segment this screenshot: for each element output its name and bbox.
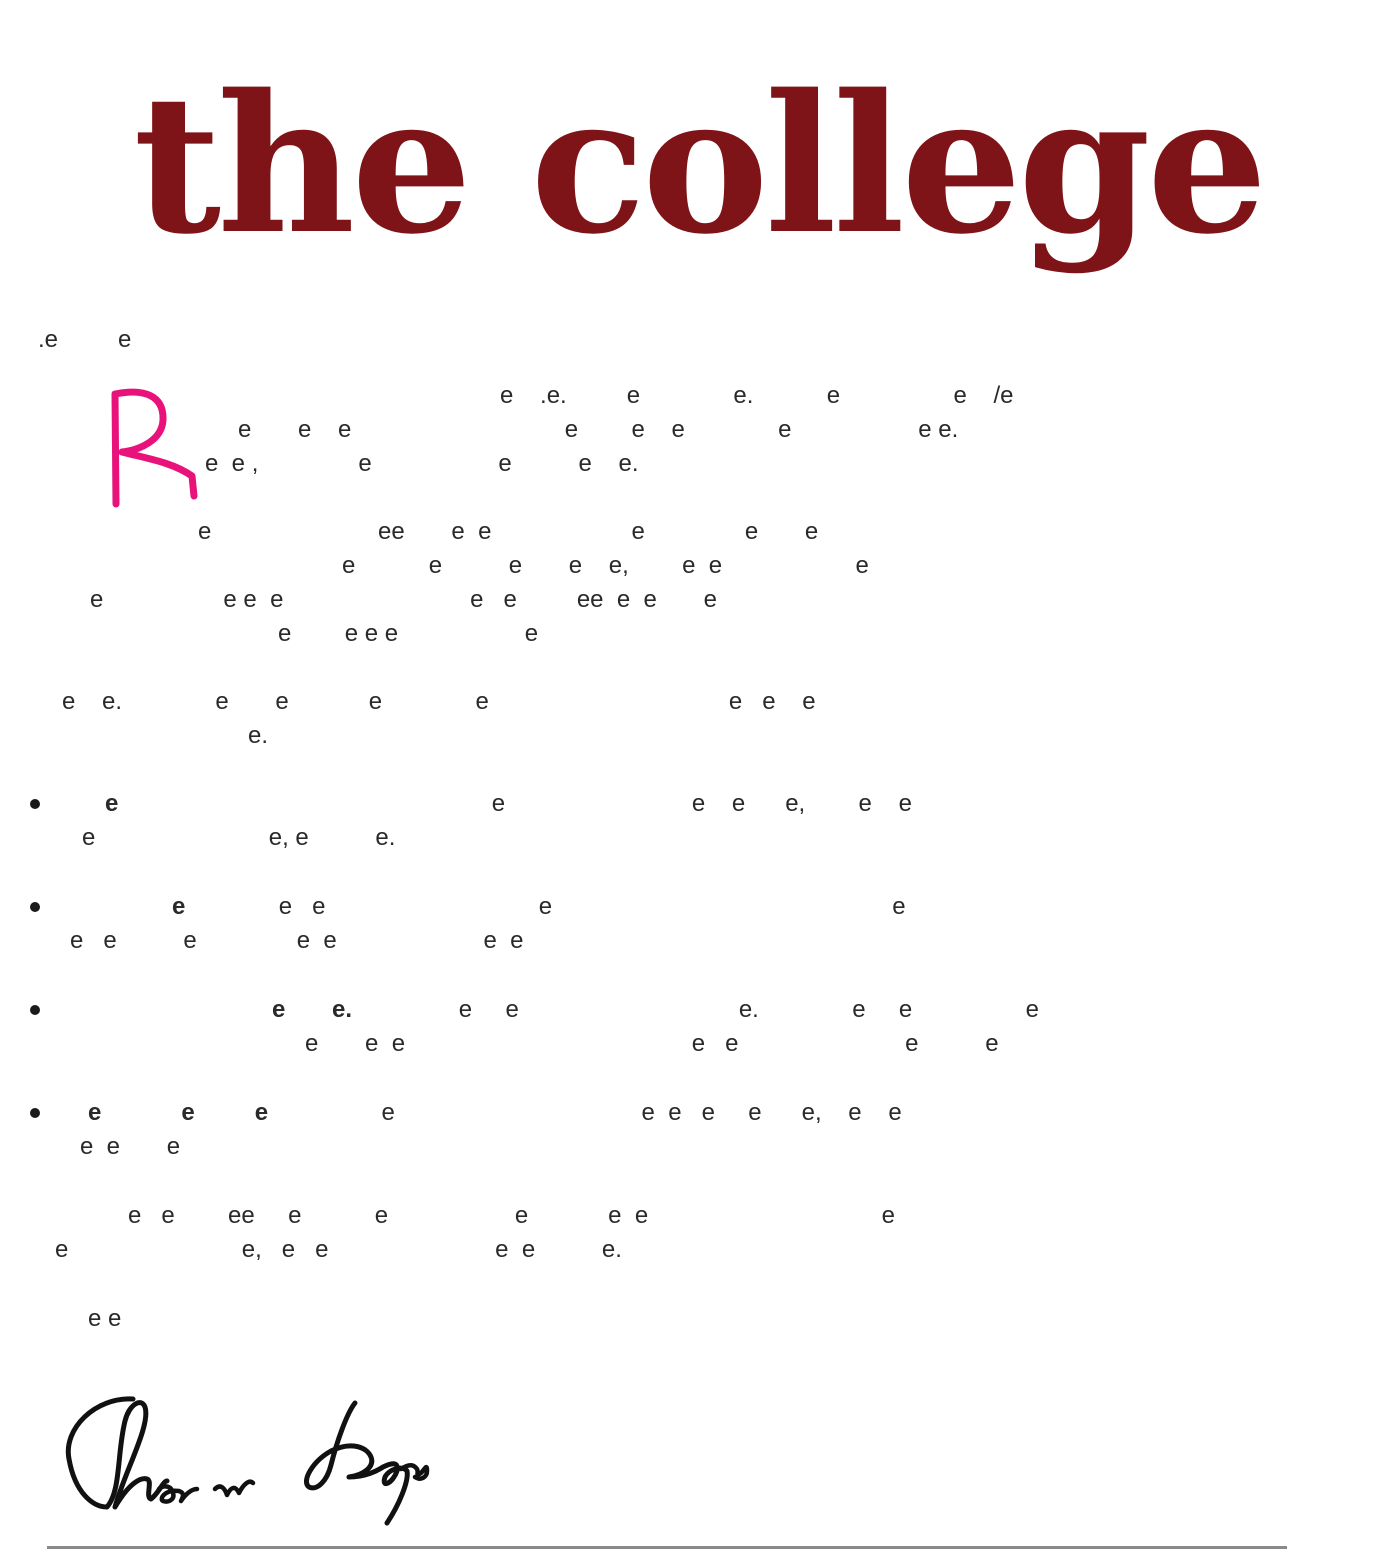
bullet-marker [30, 1005, 40, 1015]
bullet-marker [30, 799, 40, 809]
handwritten-r-annotation [111, 388, 198, 508]
closing-fragment: e e [88, 1305, 122, 1332]
masthead-title: the college [133, 53, 1267, 276]
signature [65, 1396, 430, 1526]
salutation-fragment: .e e [38, 326, 132, 353]
footer-divider [47, 1546, 1287, 1549]
bullet-marker [30, 902, 40, 912]
bullet-marker [30, 1108, 40, 1118]
masthead: the college [0, 40, 1397, 290]
